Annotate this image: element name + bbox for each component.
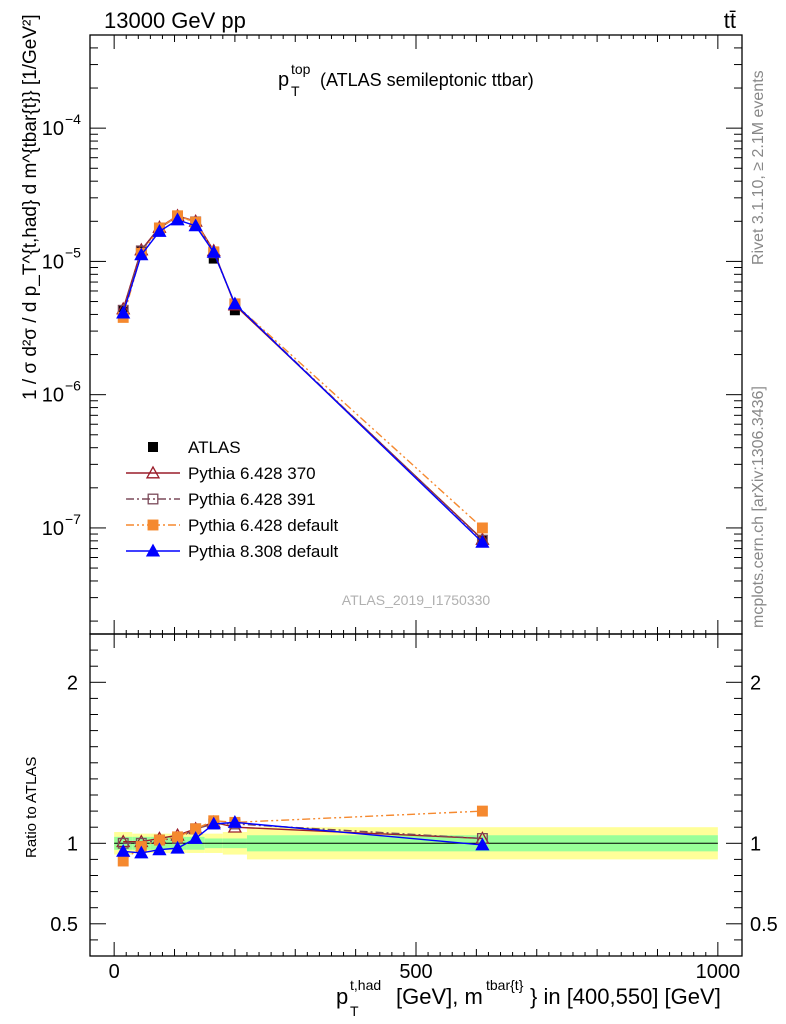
x-label-pre: p [336,984,348,1009]
header-left: 13000 GeV pp [104,8,246,33]
ratio-series-point [476,805,488,817]
ratio-tick-label-right: 0.5 [750,914,778,936]
legend-marker [145,543,161,557]
series-point [475,534,490,548]
title-symbol-sub: T [291,83,300,99]
series-point [152,224,167,237]
rivet-label: Rivet 3.1.10, ≥ 2.1M events [750,70,767,265]
series-line [122,215,483,529]
x-tick-label: 500 [399,961,432,983]
ratio-series-point [117,855,129,867]
series-layer [116,208,490,867]
legend-label: Pythia 6.428 370 [188,464,316,483]
x-label-pre-sup: t,had [350,977,381,993]
y-tick-label: 10 [42,118,64,140]
ratio-series-point [134,845,149,859]
series-line [122,219,483,543]
x-label-pre-sub: T [350,1003,359,1019]
ratio-tick-label-right: 1 [750,833,761,855]
data-point [208,253,219,264]
x-label-sup: tbar{t} [486,977,524,993]
ratio-series-point [172,831,183,843]
legend-label: Pythia 6.428 default [188,516,339,535]
series-point [134,247,149,261]
ratio-series-point [170,840,185,854]
legend-label: Pythia 6.428 391 [188,490,316,509]
title-symbol-sup: top [291,61,311,77]
analysis-watermark: ATLAS_2019_I1750330 [342,592,491,608]
series-point [170,212,185,226]
y-tick-label: 10 [42,251,64,273]
legend: ATLAS Pythia 6.428 370 Pythia 6.428 391 Pyt… [126,438,339,561]
header-right: tt̄ [724,8,736,33]
y-tick-label: 10 [42,385,64,407]
y-axis-label: 1 / σ d²σ / d p_T^{t,had} d m^{tbar{t}} … [20,14,41,400]
y-tick-exponent: −4 [65,111,81,127]
ratio-tick-label-left: 1 [67,833,78,855]
ratio-series-point [188,831,203,844]
title-text: (ATLAS semileptonic ttbar) [320,70,534,90]
title-symbol: p [278,69,289,91]
x-tick-label: 1000 [696,961,741,983]
ratio-series-point [475,837,490,851]
ratio-y-axis-label: Ratio to ATLAS [23,757,40,858]
ratio-tick-label-left: 0.5 [50,914,78,936]
legend-marker [147,493,159,505]
ratio-series-point [152,842,167,856]
ratio-tick-label-right: 2 [750,672,761,694]
series-point [206,244,221,258]
x-label-main: [GeV], m [396,984,483,1009]
ratio-series-point [206,816,221,830]
ratio-plot-frame [89,633,743,957]
y-tick-exponent: −7 [65,511,81,527]
y-tick-exponent: −6 [65,378,81,394]
legend-label: ATLAS [188,438,241,457]
series-point [476,522,488,534]
legend-label: Pythia 8.308 default [188,542,339,561]
ratio-tick-label-left: 2 [67,672,78,694]
series-point [227,296,242,310]
series-point [116,305,131,319]
legend-marker [145,465,161,479]
legend-marker [148,442,158,452]
ratio-series-point [116,844,131,857]
y-tick-label: 10 [42,518,64,540]
x-tick-label: 0 [109,961,120,983]
ratio-series-point [227,815,242,828]
y-tick-exponent: −5 [65,244,81,260]
mcplots-label: mcplots.cern.ch [arXiv:1306.3436] [750,386,767,628]
chart-title: p top T (ATLAS semileptonic ttbar) [278,61,534,99]
legend-marker [147,519,159,531]
series-point [188,218,203,232]
x-axis-label: p t,had T [GeV], m tbar{t} } in [400,550… [336,977,721,1019]
x-label-post: } in [400,550] [GeV] [530,984,721,1009]
